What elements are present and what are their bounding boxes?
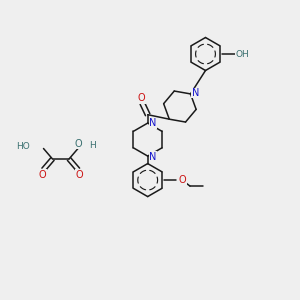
Text: O: O bbox=[138, 94, 146, 103]
Text: O: O bbox=[75, 170, 83, 180]
Text: O: O bbox=[74, 139, 82, 149]
Text: O: O bbox=[178, 175, 186, 185]
Text: N: N bbox=[192, 88, 199, 98]
Text: N: N bbox=[149, 152, 157, 162]
Text: N: N bbox=[149, 118, 157, 128]
Text: OH: OH bbox=[236, 50, 249, 58]
Text: HO: HO bbox=[16, 142, 30, 151]
Text: H: H bbox=[89, 141, 95, 150]
Text: O: O bbox=[38, 170, 46, 180]
